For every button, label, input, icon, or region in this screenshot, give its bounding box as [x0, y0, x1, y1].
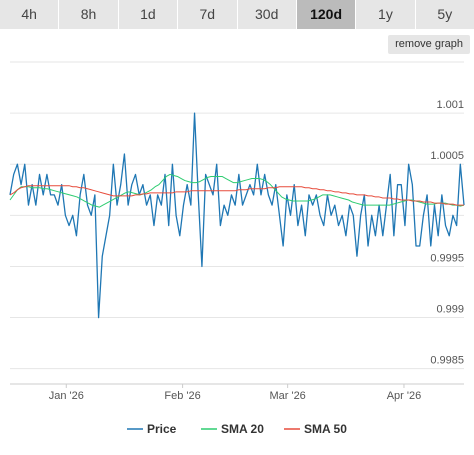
y-axis-ticks: 1.001 1.0005 0.9995 0.999 0.9985	[430, 99, 464, 367]
range-tab-30d[interactable]: 30d	[237, 0, 297, 29]
x-tick-label: Jan '26	[49, 390, 84, 402]
time-range-selector: 4h 8h 1d 7d 30d 120d 1y 5y	[0, 0, 474, 30]
series-layer	[9, 112, 465, 319]
range-tab-120d[interactable]: 120d	[296, 0, 357, 29]
y-tick-label: 0.999	[436, 304, 464, 316]
y-tick-label: 0.9985	[430, 355, 464, 367]
legend-label: SMA 20	[221, 422, 264, 436]
x-tick-label: Apr '26	[387, 390, 422, 402]
legend: Price SMA 20 SMA 50	[127, 422, 347, 436]
legend-sma-20[interactable]: SMA 20	[201, 422, 264, 436]
range-tab-1d[interactable]: 1d	[118, 0, 179, 29]
legend-price[interactable]: Price	[127, 422, 177, 436]
y-tick-label: 0.9995	[430, 252, 464, 264]
sma-50-line	[9, 185, 464, 206]
range-tab-7d[interactable]: 7d	[178, 0, 238, 29]
y-tick-label: 1.0005	[430, 150, 464, 162]
range-tab-5y[interactable]: 5y	[415, 0, 474, 29]
range-tab-4h[interactable]: 4h	[0, 0, 60, 29]
grid-layer	[10, 61, 464, 385]
legend-label: SMA 50	[304, 422, 347, 436]
remove-graph-button[interactable]: remove graph	[388, 35, 470, 54]
x-tick-label: Feb '26	[164, 390, 200, 402]
legend-sma-50[interactable]: SMA 50	[284, 422, 347, 436]
sma-20-line	[9, 173, 465, 208]
x-tick-label: Mar '26	[269, 390, 305, 402]
range-tab-1y[interactable]: 1y	[356, 0, 416, 29]
x-axis-ticks: Jan '26 Feb '26 Mar '26 Apr '26	[49, 384, 422, 402]
y-tick-label: 1.001	[436, 99, 464, 111]
legend-label: Price	[147, 422, 177, 436]
range-tab-8h[interactable]: 8h	[59, 0, 119, 29]
